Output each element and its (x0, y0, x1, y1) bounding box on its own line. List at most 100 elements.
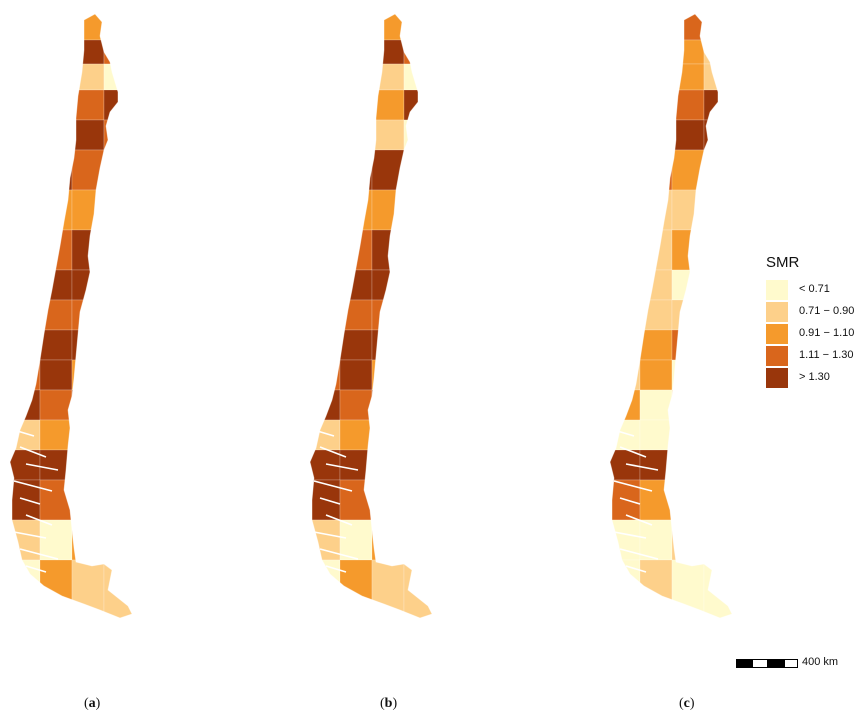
map-region (39, 359, 73, 391)
legend-swatch (766, 324, 788, 344)
coastline-inlet (313, 531, 347, 539)
coastline-inlet (13, 531, 47, 539)
scale-bar-segment (736, 659, 752, 668)
coastline-inlet (19, 548, 59, 560)
map-region (339, 559, 373, 618)
legend-label: < 0.71 (799, 283, 830, 295)
map-region (71, 299, 105, 331)
map-region (339, 149, 373, 191)
map-region (703, 189, 732, 231)
map-region (10, 329, 41, 361)
map-region (10, 389, 41, 421)
map-region (10, 519, 41, 561)
map-region (39, 63, 73, 91)
map-region (39, 39, 73, 65)
map-region (39, 229, 73, 271)
map-region (103, 449, 132, 481)
map-region (39, 389, 73, 421)
map-region (339, 269, 373, 301)
country-outline (9, 13, 133, 619)
map-region (103, 559, 132, 618)
map-region (310, 39, 341, 65)
map-region (610, 519, 641, 561)
legend-item: 0.71 − 0.90 (766, 302, 864, 322)
map-region (671, 149, 705, 191)
legend-title: SMR (766, 254, 800, 271)
map-region (671, 519, 705, 561)
map-panel-b (309, 13, 433, 619)
map-region (71, 119, 105, 151)
legend-label: > 1.30 (799, 371, 830, 383)
map-region (39, 329, 73, 361)
legend-swatch (766, 346, 788, 366)
map-region (610, 389, 641, 421)
scale-bar-label: 400 km (802, 656, 839, 668)
map-region (371, 229, 405, 271)
map-region (610, 39, 641, 65)
map-region (10, 189, 41, 231)
map-region (103, 229, 132, 271)
map-region (671, 479, 705, 521)
map-region (639, 63, 673, 91)
map-region (39, 419, 73, 451)
map-region (371, 39, 405, 65)
map-region (403, 149, 432, 191)
map-region (703, 119, 732, 151)
map-region (671, 359, 705, 391)
map-region (310, 149, 341, 191)
map-region (103, 149, 132, 191)
map-region (71, 559, 105, 618)
map-region (639, 189, 673, 231)
map-region (610, 359, 641, 391)
coastline-inlet (619, 548, 659, 560)
map-region (671, 389, 705, 421)
map-region (671, 419, 705, 451)
map-region (39, 14, 73, 41)
map-region (10, 229, 41, 271)
map-region (339, 39, 373, 65)
map-region (703, 229, 732, 271)
map-region (703, 63, 732, 91)
map-region (39, 89, 73, 121)
panel-label-b: (b) (380, 696, 398, 711)
legend-swatch (766, 302, 788, 322)
map-region (671, 559, 705, 618)
coastline-inlet (25, 463, 59, 471)
map-region (610, 149, 641, 191)
map-region (10, 299, 41, 331)
map-region (10, 89, 41, 121)
map-region (403, 119, 432, 151)
map-region (339, 229, 373, 271)
map-panel-a (9, 13, 133, 619)
map-region (339, 119, 373, 151)
map-region (339, 89, 373, 121)
map-region (671, 269, 705, 301)
coastline-inlet (19, 497, 41, 505)
map-region (610, 419, 641, 451)
coastline-inlet (625, 514, 653, 526)
coastline-inlet (13, 582, 41, 594)
map-region (671, 449, 705, 481)
coastline-inlet (25, 565, 47, 573)
coastline-inlet (13, 480, 53, 492)
map-region (339, 359, 373, 391)
map-region (103, 479, 132, 521)
map-region (339, 419, 373, 451)
map-region (639, 89, 673, 121)
map-region (371, 269, 405, 301)
map-region (403, 559, 432, 618)
map-region (639, 119, 673, 151)
map-region (310, 89, 341, 121)
coastline-inlet (619, 446, 647, 458)
scale-bar-segment (784, 659, 798, 668)
map-region (339, 299, 373, 331)
map-region (403, 519, 432, 561)
map-region (310, 519, 341, 561)
coastline-inlet (313, 480, 353, 492)
map-region (71, 229, 105, 271)
map-region (403, 189, 432, 231)
map-region (10, 359, 41, 391)
panel-label-a: (a) (84, 696, 101, 711)
map-region (671, 229, 705, 271)
coastline-inlet (313, 429, 335, 437)
